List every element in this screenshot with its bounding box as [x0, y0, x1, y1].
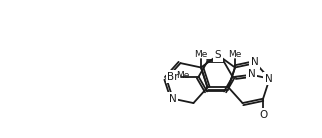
Text: N: N — [265, 74, 272, 84]
Text: Me: Me — [194, 51, 208, 59]
Text: Me: Me — [176, 71, 190, 80]
Text: O: O — [259, 110, 267, 120]
Text: S: S — [215, 50, 221, 60]
Text: N: N — [169, 94, 177, 104]
Text: Me: Me — [228, 51, 242, 59]
Text: N: N — [248, 69, 255, 79]
Text: Br: Br — [167, 72, 179, 82]
Text: N: N — [251, 57, 259, 67]
